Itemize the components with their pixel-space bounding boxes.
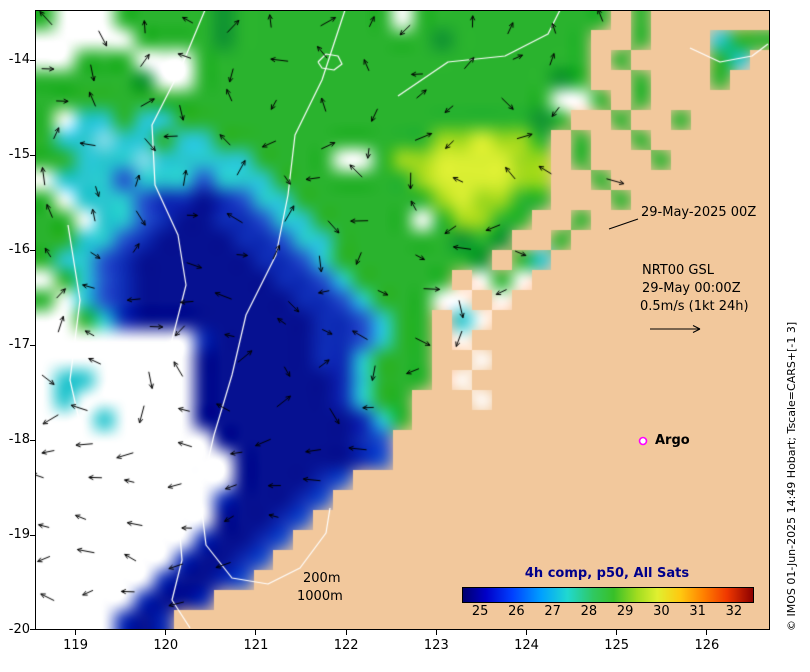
colorbar-tick-label: 26 (508, 604, 525, 619)
colorbar-tick-label: 29 (616, 604, 634, 619)
lat-tick-mark (30, 345, 35, 347)
lat-tick-label: -18 (8, 432, 30, 448)
lon-tick-mark (616, 630, 618, 635)
vector-legend-scale: 0.5m/s (1kt 24h) (640, 299, 749, 314)
lon-tick-mark (255, 630, 257, 635)
lon-tick-mark (345, 630, 347, 635)
lat-tick-label: -17 (8, 337, 30, 353)
lat-tick-mark (30, 629, 35, 630)
lat-tick-label: -14 (8, 52, 30, 68)
lon-tick-mark (75, 630, 77, 635)
vector-legend-title: NRT00 GSL (642, 263, 714, 278)
colorbar (462, 587, 754, 603)
lon-tick-label: 125 (604, 638, 630, 653)
lon-tick-mark (435, 630, 437, 635)
colorbar-title: 4h comp, p50, All Sats (524, 566, 690, 581)
depth-1000m-label: 1000m (297, 589, 343, 604)
lat-tick-mark (30, 535, 35, 537)
lon-tick-label: 124 (514, 638, 539, 653)
lat-tick-mark (30, 60, 35, 62)
lat-tick-mark (30, 440, 35, 442)
lat-tick-label: -15 (8, 147, 30, 163)
colorbar-tick-label: 28 (580, 604, 598, 619)
lon-tick-label: 123 (423, 638, 449, 653)
lon-tick-mark (165, 630, 167, 635)
copyright-text: © IMOS 01-Jun-2025 14:49 Hobart; Tscale=… (785, 321, 798, 631)
lon-tick-mark (706, 630, 708, 635)
lat-tick-mark (30, 155, 35, 157)
depth-200m-label: 200m (303, 571, 341, 586)
argo-label: Argo (655, 433, 690, 448)
date-annotation: 29-May-2025 00Z (641, 205, 757, 220)
colorbar-tick-label: 30 (653, 604, 670, 619)
vector-legend-time: 29-May 00:00Z (642, 281, 741, 296)
colorbar-tick-label: 25 (471, 604, 489, 619)
colorbar-tick-label: 31 (689, 604, 706, 619)
lon-tick-label: 119 (63, 638, 88, 653)
sst-field-canvas (35, 10, 770, 630)
lat-tick-label: -20 (8, 622, 30, 637)
lon-tick-label: 120 (153, 638, 179, 653)
colorbar-tick-label: 27 (544, 604, 561, 619)
lon-tick-mark (526, 630, 527, 635)
lon-tick-label: 121 (243, 638, 269, 653)
lat-tick-mark (30, 250, 35, 252)
lon-tick-label: 122 (333, 638, 359, 653)
colorbar-tick-label: 32 (725, 604, 743, 619)
lat-tick-label: -19 (8, 527, 30, 543)
lat-tick-label: -16 (8, 242, 30, 258)
lon-tick-label: 126 (694, 638, 720, 653)
